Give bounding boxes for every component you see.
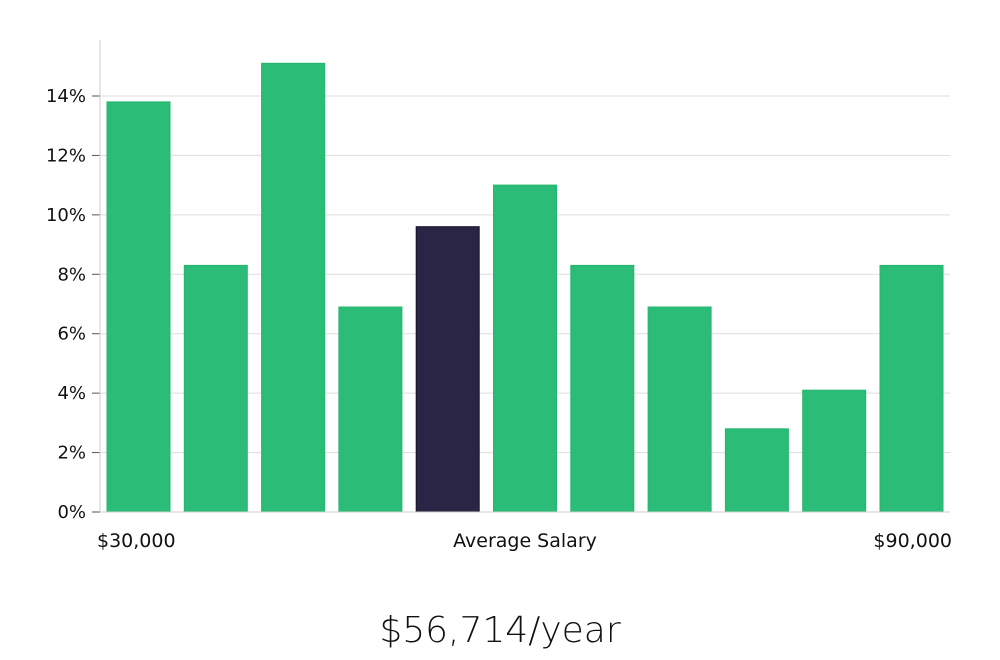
y-tick-label: 8% bbox=[57, 264, 86, 285]
bar bbox=[879, 264, 944, 513]
bar-highlighted bbox=[415, 226, 480, 513]
bar bbox=[802, 389, 867, 513]
bars bbox=[106, 62, 944, 513]
bar bbox=[183, 264, 248, 513]
x-max-label: $90,000 bbox=[873, 530, 952, 552]
y-tick-label: 2% bbox=[57, 443, 86, 464]
bar bbox=[261, 62, 326, 513]
x-min-label: $30,000 bbox=[97, 530, 176, 552]
y-tick-label: 14% bbox=[46, 86, 86, 107]
y-tick-label: 6% bbox=[57, 324, 86, 345]
salary-histogram: 0% 2% 4% 6% 8% 10% 12% 14% $30,000 Average Sala… bbox=[46, 40, 952, 552]
bar bbox=[106, 101, 171, 513]
average-salary-value: $56,714/year bbox=[379, 610, 621, 651]
y-axis-ticks: 0% 2% 4% 6% 8% 10% 12% 14% bbox=[46, 86, 100, 523]
bar bbox=[724, 428, 789, 513]
y-tick-label: 0% bbox=[57, 502, 86, 523]
bar bbox=[338, 306, 403, 513]
bar bbox=[493, 184, 557, 513]
bar bbox=[570, 264, 635, 513]
y-tick-label: 10% bbox=[46, 205, 86, 226]
bar bbox=[647, 306, 712, 513]
x-axis-title: Average Salary bbox=[453, 530, 597, 552]
y-tick-label: 12% bbox=[46, 145, 86, 166]
y-tick-label: 4% bbox=[57, 383, 86, 404]
